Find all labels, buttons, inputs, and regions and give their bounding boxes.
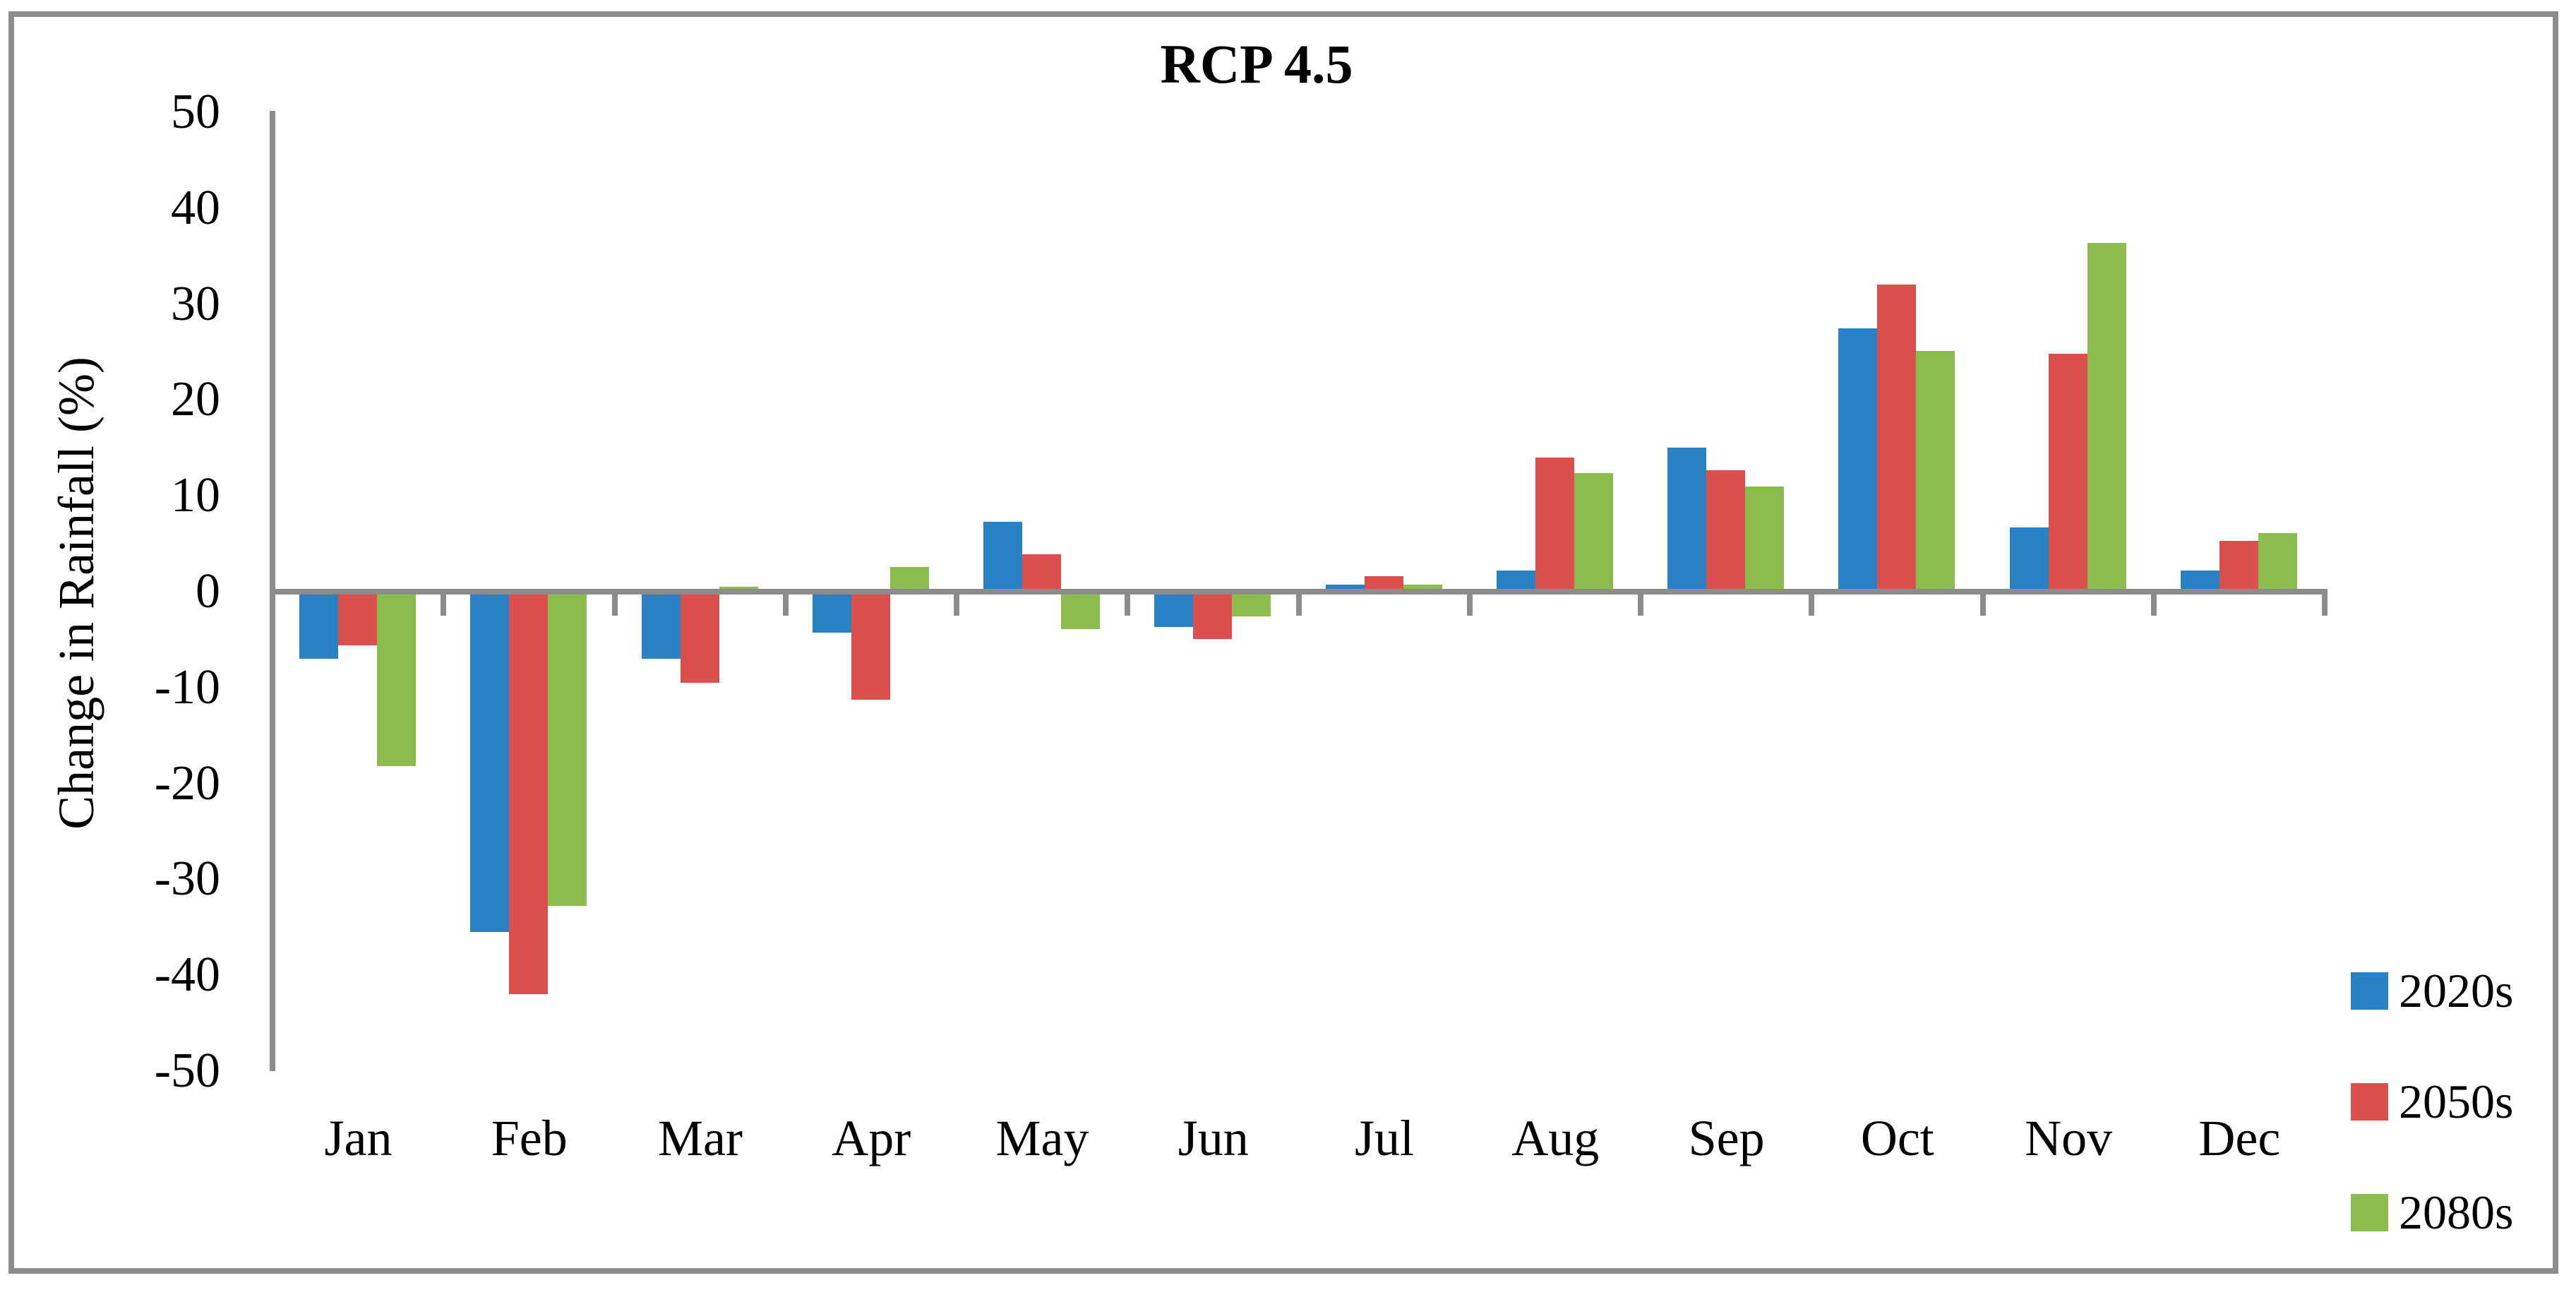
x-axis-tick bbox=[2150, 589, 2157, 616]
x-category-label: Apr bbox=[832, 1110, 911, 1166]
bar-2050s-May bbox=[1022, 554, 1062, 592]
x-category-label: Jun bbox=[1178, 1110, 1249, 1166]
bar-2080s-Dec bbox=[2258, 533, 2297, 592]
bar-2050s-Jul bbox=[1364, 576, 1403, 592]
bar-2020s-Jan bbox=[299, 592, 338, 659]
x-category-label: Nov bbox=[2025, 1110, 2113, 1166]
x-category-label: Sep bbox=[1688, 1110, 1765, 1166]
legend-swatch-2050s bbox=[2351, 1083, 2388, 1121]
bar-2080s-Sep bbox=[1745, 486, 1785, 592]
bar-2050s-Dec bbox=[2219, 541, 2258, 592]
x-category-label: Jan bbox=[324, 1110, 393, 1166]
x-axis-tick bbox=[270, 589, 275, 616]
bar-2020s-Jun bbox=[1154, 592, 1194, 628]
bar-2050s-Apr bbox=[851, 592, 890, 700]
bar-2050s-Jan bbox=[338, 592, 377, 646]
x-category-label: Feb bbox=[491, 1110, 568, 1166]
legend-swatch-2020s bbox=[2351, 972, 2388, 1010]
y-tick-label: -40 bbox=[154, 948, 220, 1003]
legend-label-2020s: 2020s bbox=[2399, 964, 2514, 1017]
legend-swatch-2080s bbox=[2351, 1194, 2388, 1231]
bar-2020s-Sep bbox=[1667, 448, 1707, 592]
bar-2020s-Aug bbox=[1496, 571, 1535, 592]
chart-title: RCP 4.5 bbox=[1160, 33, 1353, 95]
x-axis-tick bbox=[1466, 589, 1473, 616]
bar-2050s-Aug bbox=[1535, 457, 1574, 592]
bar-2020s-Apr bbox=[812, 592, 851, 633]
chart-border bbox=[8, 11, 2558, 1274]
x-category-label: May bbox=[995, 1110, 1089, 1166]
x-axis-tick bbox=[1809, 589, 1815, 616]
y-tick-label: -10 bbox=[154, 659, 220, 715]
x-axis-tick bbox=[1125, 589, 1131, 616]
bar-2080s-Nov bbox=[2087, 242, 2126, 592]
bar-2080s-Jul bbox=[1403, 585, 1442, 592]
y-tick-label: 30 bbox=[171, 276, 220, 331]
y-tick-label: 50 bbox=[171, 85, 220, 139]
legend-label-2050s: 2050s bbox=[2399, 1075, 2514, 1128]
bar-2080s-Aug bbox=[1574, 472, 1613, 592]
bar-2080s-May bbox=[1061, 592, 1101, 629]
x-axis-tick bbox=[1979, 589, 1986, 616]
x-axis-tick bbox=[782, 589, 789, 616]
bar-2080s-Feb bbox=[548, 592, 587, 907]
bar-2080s-Apr bbox=[889, 566, 929, 592]
x-axis-tick bbox=[2322, 589, 2328, 616]
y-tick-label: 40 bbox=[171, 180, 220, 235]
bar-2050s-Mar bbox=[680, 592, 719, 683]
y-tick-label: 0 bbox=[196, 564, 220, 619]
bar-2020s-May bbox=[983, 521, 1023, 592]
bar-2050s-Nov bbox=[2048, 354, 2087, 592]
x-category-label: Aug bbox=[1511, 1110, 1600, 1166]
bar-2080s-Jan bbox=[377, 592, 416, 767]
x-axis-tick bbox=[441, 589, 447, 616]
y-tick-label: 10 bbox=[171, 468, 220, 523]
y-tick-label: -20 bbox=[154, 756, 220, 811]
bar-2080s-Oct bbox=[1916, 351, 1955, 592]
x-category-label: Dec bbox=[2198, 1110, 2281, 1166]
bar-2050s-Feb bbox=[509, 592, 549, 995]
bar-2050s-Oct bbox=[1877, 285, 1917, 592]
bar-2020s-Jul bbox=[1325, 585, 1365, 592]
x-category-label: Oct bbox=[1860, 1110, 1934, 1166]
x-axis-tick bbox=[611, 589, 618, 616]
bar-2020s-Feb bbox=[470, 592, 510, 933]
x-category-label: Jul bbox=[1355, 1110, 1415, 1166]
y-tick-label: -30 bbox=[154, 852, 220, 907]
legend-label-2080s: 2080s bbox=[2399, 1186, 2514, 1239]
bar-2050s-Sep bbox=[1706, 470, 1746, 592]
x-axis-tick bbox=[954, 589, 960, 616]
y-tick-label: -50 bbox=[154, 1044, 220, 1098]
bar-2080s-Jun bbox=[1232, 592, 1271, 617]
bar-2020s-Nov bbox=[2009, 527, 2049, 592]
bar-2020s-Dec bbox=[2180, 571, 2219, 592]
bar-2020s-Mar bbox=[641, 592, 681, 659]
x-axis-tick bbox=[1295, 589, 1302, 616]
y-tick-label: 20 bbox=[171, 372, 220, 427]
bar-2020s-Oct bbox=[1838, 328, 1878, 592]
bar-2050s-Jun bbox=[1193, 592, 1233, 639]
x-axis-tick bbox=[1638, 589, 1644, 616]
x-category-label: Mar bbox=[658, 1110, 743, 1166]
